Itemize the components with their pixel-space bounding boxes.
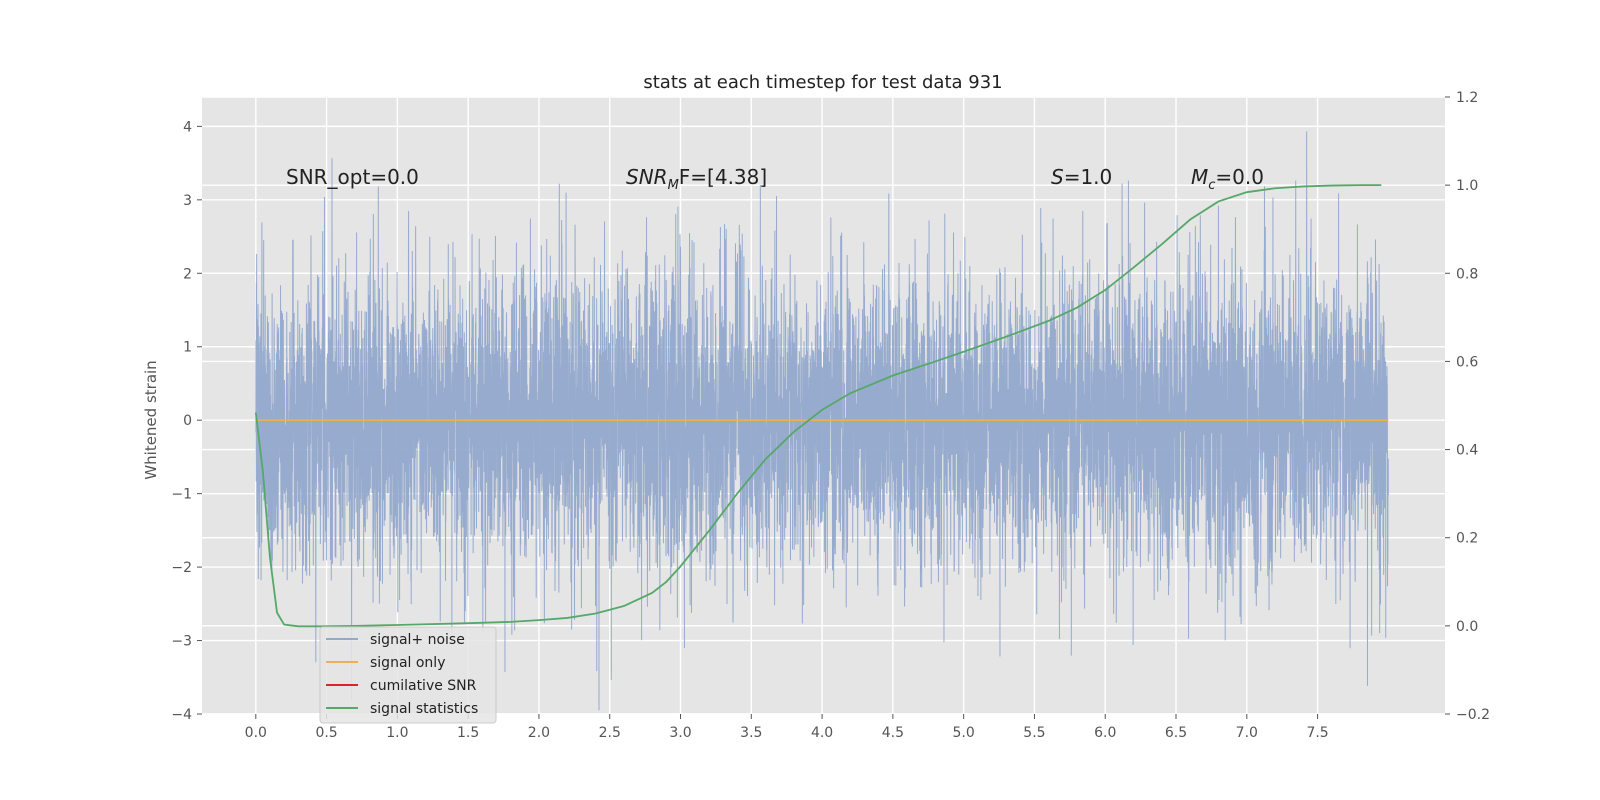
x-axis: 0.0 0.5 1.0 1.5 2.0 2.5 3.0 3.5 4.0 4.5 5.0 5.5 6.0 6… xyxy=(245,714,1329,741)
legend-label-signal-plus-noise: signal+ noise xyxy=(370,632,465,648)
x-tick-label: 7.5 xyxy=(1306,725,1328,741)
annotation-s-rest: =1.0 xyxy=(1064,165,1113,189)
y-axis-left: −4 −3 −2 −1 0 1 2 3 4 xyxy=(171,119,202,723)
x-tick-label: 2.5 xyxy=(599,725,621,741)
y-tick-label: −1 xyxy=(171,487,192,503)
x-tick-label: 2.0 xyxy=(528,725,550,741)
y2-tick-label: 1.0 xyxy=(1456,178,1478,194)
y2-tick-label: 0.4 xyxy=(1456,443,1478,459)
annotation-mc-main: M xyxy=(1191,165,1208,189)
x-tick-label: 1.5 xyxy=(457,725,479,741)
chart-title: stats at each timestep for test data 931 xyxy=(643,72,1002,93)
annotation-snr-mf-main: SNR xyxy=(626,165,668,189)
y-tick-label: −2 xyxy=(171,560,192,576)
signal-plus-noise-line xyxy=(255,131,1389,711)
annotation-s-main: S xyxy=(1051,165,1064,189)
annotation-mc: Mc=0.0 xyxy=(1191,165,1264,193)
annotation-mc-rest: =0.0 xyxy=(1215,165,1264,189)
x-tick-label: 0.5 xyxy=(315,725,337,741)
y-tick-label: 4 xyxy=(183,119,192,135)
y2-tick-label: 0.2 xyxy=(1456,531,1478,547)
x-tick-label: 1.0 xyxy=(386,725,408,741)
x-tick-label: 0.0 xyxy=(245,725,267,741)
y-tick-label: −3 xyxy=(171,634,192,650)
y2-tick-label: 0.0 xyxy=(1456,619,1478,635)
x-tick-label: 3.5 xyxy=(740,725,762,741)
y2-tick-label: 0.6 xyxy=(1456,354,1478,370)
x-tick-label: 6.0 xyxy=(1094,725,1116,741)
y-axis-right: −0.2 0.0 0.2 0.4 0.6 0.8 1.0 1.2 xyxy=(1445,90,1490,723)
y-tick-label: 1 xyxy=(183,340,192,356)
x-tick-label: 6.5 xyxy=(1165,725,1187,741)
x-tick-label: 4.0 xyxy=(811,725,833,741)
y-tick-label: −4 xyxy=(171,707,192,723)
y-tick-label: 0 xyxy=(183,413,192,429)
y2-tick-label: 1.2 xyxy=(1456,90,1478,106)
y2-tick-label: −0.2 xyxy=(1456,707,1490,723)
annotation-s: S=1.0 xyxy=(1051,165,1112,189)
annotation-snr-mf-rest: F=[4.38] xyxy=(679,165,767,189)
y-axis-label: Whitened strain xyxy=(142,360,160,479)
annotation-snr-mf-sub: M xyxy=(668,178,679,193)
x-tick-label: 5.5 xyxy=(1023,725,1045,741)
annotation-snr-mf: SNRMF=[4.38] xyxy=(626,165,767,193)
x-tick-label: 4.5 xyxy=(882,725,904,741)
y-tick-label: 3 xyxy=(183,193,192,209)
x-tick-label: 7.0 xyxy=(1236,725,1258,741)
legend-label-cumulative-snr: cumilative SNR xyxy=(370,678,477,694)
legend-label-signal-only: signal only xyxy=(370,655,445,671)
signal-statistics-line xyxy=(254,184,1382,628)
annotation-mc-sub: c xyxy=(1208,178,1215,193)
series-lines xyxy=(254,184,1389,628)
x-tick-label: 3.0 xyxy=(669,725,691,741)
legend-box xyxy=(319,626,497,724)
legend: signal+ noise signal only cumilative SNR… xyxy=(319,626,497,724)
x-tick-label: 5.0 xyxy=(953,725,975,741)
legend-label-signal-statistics: signal statistics xyxy=(370,701,478,717)
series-signal-plus-noise xyxy=(255,131,1389,711)
y2-tick-label: 0.8 xyxy=(1456,266,1478,282)
annotation-snr-opt: SNR_opt=0.0 xyxy=(286,165,419,189)
y-tick-label: 2 xyxy=(183,266,192,282)
